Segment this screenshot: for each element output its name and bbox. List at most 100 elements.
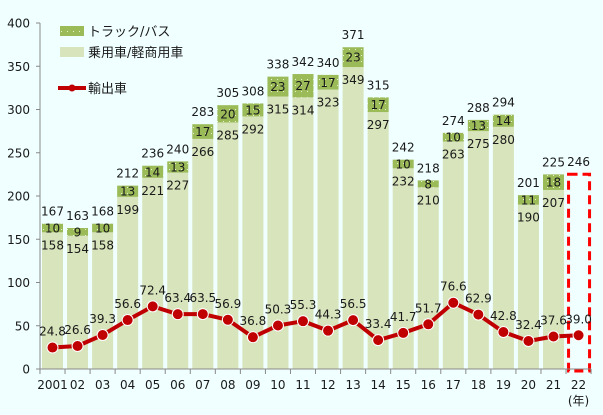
truck-value-label: 23 <box>345 51 360 65</box>
export-value-label: 50.3 <box>265 302 292 316</box>
passenger-value-label: 199 <box>116 203 139 217</box>
truck-value-label: 8 <box>424 177 432 191</box>
export-point-08 <box>221 313 234 326</box>
bar-truck-18 <box>467 119 489 132</box>
truck-value-label: 17 <box>320 76 335 90</box>
export-line-layer <box>46 296 585 354</box>
bar-truck-06 <box>167 161 189 173</box>
x-tick-label: 17 <box>446 378 461 392</box>
bar-truck-03 <box>92 223 114 233</box>
truck-value-label: 14 <box>496 114 511 128</box>
y-tick-label: 200 <box>7 190 30 204</box>
truck-value-label: 13 <box>471 119 486 133</box>
truck-value-label: 18 <box>546 176 561 190</box>
bar-passenger-04 <box>117 196 139 369</box>
truck-value-label: 10 <box>396 157 411 171</box>
export-value-label: 24.8 <box>39 325 66 339</box>
truck-value-label: 11 <box>521 193 536 207</box>
legend-label-truck: トラック/バス <box>88 25 170 40</box>
bar-truck-17 <box>442 132 464 142</box>
export-value-label: 42.8 <box>490 309 517 323</box>
total-value-label: 201 <box>517 176 540 190</box>
bar-truck-11 <box>292 74 314 98</box>
x-tick-label: 12 <box>320 378 335 392</box>
x-tick-label: 22 <box>571 378 586 392</box>
truck-value-label: 14 <box>145 165 160 179</box>
x-tick-label: 09 <box>245 378 260 392</box>
bar-truck-14 <box>367 97 389 113</box>
truck-value-label: 23 <box>270 80 285 94</box>
bar-truck-15 <box>392 159 414 169</box>
export-value-label: 76.6 <box>440 280 467 294</box>
x-tick-label: 03 <box>95 378 110 392</box>
legend-label-export: 輸出車 <box>88 82 127 97</box>
bar-passenger-11 <box>292 97 314 369</box>
export-point-10 <box>271 319 284 332</box>
total-value-label: 236 <box>141 147 164 161</box>
bar-passenger-07 <box>192 138 214 369</box>
total-value-label: 168 <box>91 205 114 219</box>
bar-passenger-16 <box>417 187 439 369</box>
export-point-16 <box>422 318 435 331</box>
export-point-06 <box>171 308 184 321</box>
x-tick-label: 20 <box>521 378 536 392</box>
truck-value-label: 9 <box>74 225 82 239</box>
export-value-label: 56.6 <box>114 297 141 311</box>
x-tick-label: 15 <box>396 378 411 392</box>
x-unit-label: (年) <box>568 394 589 408</box>
passenger-value-label: 275 <box>467 137 490 151</box>
total-value-label: 308 <box>241 84 264 98</box>
bar-truck-12 <box>317 74 339 90</box>
bar-passenger-19 <box>492 126 514 369</box>
y-tick-label: 300 <box>7 103 30 117</box>
total-value-label: 218 <box>417 161 440 175</box>
export-value-label: 39.3 <box>89 312 116 326</box>
bar-passenger-13 <box>342 67 364 370</box>
x-tick-label: 13 <box>345 378 360 392</box>
total-value-label: 163 <box>66 209 89 223</box>
export-value-label: 63.5 <box>189 291 216 305</box>
total-value-label: 288 <box>467 101 490 115</box>
truck-value-label: 15 <box>245 103 260 117</box>
bar-truck-08 <box>217 105 239 123</box>
total-value-label: 340 <box>317 56 340 70</box>
bar-passenger-17 <box>442 141 464 369</box>
export-value-label: 55.3 <box>290 298 317 312</box>
bar-truck-10 <box>267 76 289 97</box>
total-value-label: 342 <box>292 55 315 69</box>
export-value-label: 63.4 <box>164 291 191 305</box>
bar-passenger-20 <box>517 204 539 369</box>
truck-value-label: 20 <box>220 107 235 121</box>
export-value-label: 37.6 <box>540 313 567 327</box>
truck-value-label: 13 <box>120 185 135 199</box>
passenger-value-label: 190 <box>517 211 540 225</box>
passenger-value-label: 280 <box>492 133 515 147</box>
export-point-22 <box>572 329 585 342</box>
passenger-value-label: 314 <box>292 103 315 117</box>
x-tick-label: 21 <box>546 378 561 392</box>
bar-passenger-06 <box>167 172 189 369</box>
bar-passenger-18 <box>467 131 489 369</box>
passenger-value-label: 158 <box>41 238 64 252</box>
x-tick-label: 08 <box>220 378 235 392</box>
export-point-20 <box>522 334 535 347</box>
passenger-value-label: 232 <box>392 174 415 188</box>
bar-truck-21 <box>543 174 564 190</box>
export-point-18 <box>472 308 485 321</box>
export-value-label: 56.5 <box>340 297 367 311</box>
legend-swatch-truck <box>60 26 84 36</box>
truck-value-label: 10 <box>95 222 110 236</box>
truck-value-label: 10 <box>446 131 461 145</box>
truck-value-label: 10 <box>45 222 60 236</box>
total-value-label: 338 <box>266 58 289 72</box>
bar-truck-02 <box>67 228 89 236</box>
bar-passenger-10 <box>267 96 289 370</box>
export-point-21 <box>547 330 560 343</box>
bar-passenger-05 <box>142 177 164 369</box>
export-value-label: 32.4 <box>515 318 542 332</box>
truck-value-label: 13 <box>170 161 185 175</box>
export-point-14 <box>372 334 385 347</box>
y-tick-label: 0 <box>22 363 30 377</box>
